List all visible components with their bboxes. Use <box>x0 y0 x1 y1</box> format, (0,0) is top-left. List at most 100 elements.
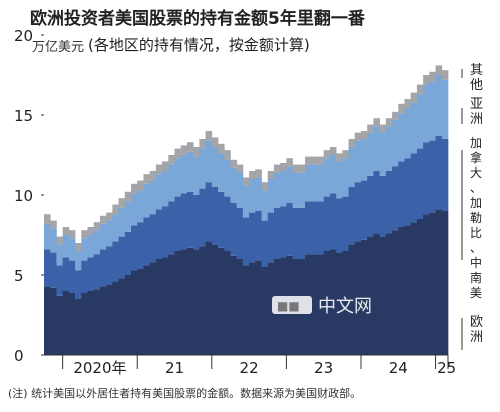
area-mark-4 <box>50 220 57 229</box>
area-mark-2 <box>329 193 337 250</box>
area-mark-4 <box>392 111 399 120</box>
area-mark-3 <box>367 132 374 176</box>
area-mark-3 <box>224 159 231 197</box>
area-mark-1 <box>174 251 182 355</box>
area-mark-2 <box>106 246 113 285</box>
area-mark-2 <box>50 252 57 288</box>
area-mark-2 <box>317 201 325 255</box>
area-mark-3 <box>118 207 126 237</box>
area-mark-3 <box>305 164 312 202</box>
area-mark-4 <box>423 75 430 85</box>
area-mark-2 <box>236 207 244 259</box>
area-mark-1 <box>124 275 132 355</box>
area-mark-4 <box>68 230 76 239</box>
area-mark-2 <box>398 161 405 227</box>
area-mark-3 <box>199 148 206 189</box>
area-mark-1 <box>373 233 380 355</box>
area-mark-1 <box>255 260 262 355</box>
y-tick-label: 10 <box>14 187 33 205</box>
area-mark-3 <box>242 185 250 218</box>
area-mark-4 <box>199 139 206 149</box>
area-mark-1 <box>379 236 387 355</box>
area-mark-1 <box>354 241 362 355</box>
area-mark-4 <box>441 70 449 80</box>
area-mark-3 <box>249 179 256 213</box>
area-mark-3 <box>112 214 119 242</box>
x-tick-label: 23 <box>314 359 333 377</box>
area-mark-2 <box>379 175 387 237</box>
area-mark-2 <box>292 207 300 259</box>
area-mark-4 <box>398 103 405 114</box>
area-mark-4 <box>131 183 138 194</box>
area-mark-2 <box>273 207 281 259</box>
area-mark-3 <box>168 164 175 202</box>
area-mark-4 <box>205 131 213 141</box>
area-mark-4 <box>280 163 287 171</box>
area-mark-1 <box>230 255 238 355</box>
area-mark-1 <box>429 212 436 355</box>
area-mark-2 <box>423 142 430 215</box>
area-mark-1 <box>336 252 343 355</box>
area-mark-1 <box>106 284 113 355</box>
area-mark-2 <box>311 201 318 255</box>
chart-note: (注) 统计美国以外居住者持有美国股票的金额。数据来源为美国财政部。 <box>8 386 361 400</box>
area-mark-1 <box>44 286 51 355</box>
area-mark-1 <box>416 219 424 355</box>
area-mark-1 <box>168 254 175 355</box>
area-mark-1 <box>143 265 151 355</box>
area-mark-4 <box>305 156 312 165</box>
area-mark-1 <box>62 291 70 355</box>
area-mark-1 <box>224 251 231 355</box>
area-mark-3 <box>62 235 70 258</box>
y-tick-label: 5 <box>14 267 24 285</box>
area-mark-2 <box>385 171 393 234</box>
area-mark-4 <box>329 147 337 155</box>
area-mark-4 <box>410 92 418 103</box>
area-mark-2 <box>224 196 231 251</box>
legend-label-1: 欧洲 <box>470 315 483 345</box>
area-mark-2 <box>255 211 262 261</box>
area-mark-3 <box>193 156 200 195</box>
x-tick-label: 2020年 <box>73 359 126 377</box>
area-mark-4 <box>336 153 343 162</box>
area-mark-2 <box>323 196 331 251</box>
area-mark-2 <box>186 191 194 248</box>
area-mark-1 <box>423 214 430 355</box>
area-mark-4 <box>56 236 63 245</box>
area-mark-2 <box>81 260 88 293</box>
area-mark-4 <box>273 164 281 173</box>
area-mark-4 <box>44 214 51 224</box>
area-mark-4 <box>298 164 306 173</box>
chart-subtitle: (各地区的持有情况，按金额计算) <box>88 36 310 54</box>
area-mark-1 <box>162 257 169 355</box>
area-mark-4 <box>360 131 368 139</box>
area-mark-2 <box>342 196 349 251</box>
area-mark-4 <box>311 156 318 165</box>
area-mark-2 <box>249 212 256 263</box>
area-mark-3 <box>435 75 443 136</box>
area-mark-4 <box>211 137 219 147</box>
area-mark-1 <box>398 227 405 355</box>
area-mark-2 <box>242 217 250 266</box>
area-mark-3 <box>317 164 325 202</box>
area-mark-3 <box>348 147 356 187</box>
area-mark-1 <box>149 262 157 355</box>
area-mark-2 <box>112 241 119 282</box>
area-mark-1 <box>186 247 194 355</box>
area-mark-2 <box>211 187 219 245</box>
area-mark-4 <box>292 164 300 173</box>
area-mark-4 <box>435 65 443 75</box>
area-mark-3 <box>354 140 362 183</box>
area-mark-3 <box>298 172 306 208</box>
area-mark-1 <box>367 236 374 355</box>
area-mark-3 <box>329 155 337 194</box>
area-mark-4 <box>255 169 262 178</box>
area-mark-1 <box>249 262 256 355</box>
area-mark-3 <box>429 81 436 141</box>
x-tick-label: 22 <box>240 359 259 377</box>
area-mark-2 <box>441 139 449 211</box>
area-mark-4 <box>249 171 256 179</box>
area-mark-3 <box>410 102 418 154</box>
area-mark-2 <box>131 225 138 271</box>
